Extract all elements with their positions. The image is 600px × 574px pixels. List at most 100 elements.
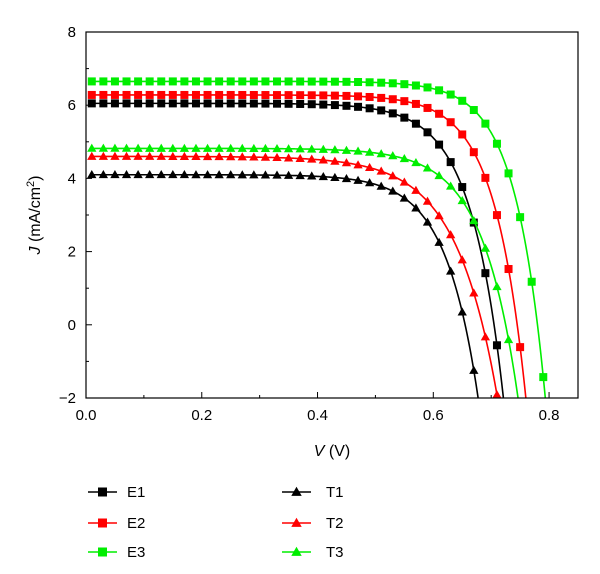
point-E2 xyxy=(273,91,282,100)
point-E3 xyxy=(423,83,432,92)
y-axis-title: J (mA/cm2) xyxy=(25,176,44,256)
point-E3 xyxy=(481,119,490,128)
point-E1 xyxy=(168,99,177,108)
x-axis-title: V (V) xyxy=(314,443,350,460)
legend-label: E1 xyxy=(127,484,145,501)
point-E3 xyxy=(365,78,374,87)
point-E2 xyxy=(354,92,363,101)
point-E3 xyxy=(458,96,467,105)
point-T1 xyxy=(272,170,282,179)
point-E2 xyxy=(330,91,339,100)
point-E1 xyxy=(342,101,351,110)
point-E3 xyxy=(435,86,444,95)
point-E2 xyxy=(180,90,189,99)
point-E1 xyxy=(238,99,247,108)
point-T3 xyxy=(260,143,271,153)
point-E2 xyxy=(145,90,154,99)
point-T3 xyxy=(249,143,259,152)
point-T3 xyxy=(353,146,363,155)
point-T1 xyxy=(353,175,363,184)
point-E1 xyxy=(87,99,96,108)
point-E1 xyxy=(377,106,386,115)
point-E1 xyxy=(388,109,397,118)
point-T2 xyxy=(191,151,201,161)
point-T2 xyxy=(145,151,155,160)
point-E3 xyxy=(319,77,328,86)
point-E2 xyxy=(446,118,455,127)
point-T3 xyxy=(272,143,282,153)
point-T2 xyxy=(318,155,328,164)
point-T1 xyxy=(87,170,97,179)
point-T1 xyxy=(191,170,201,179)
legend-marker xyxy=(291,517,302,527)
point-T2 xyxy=(295,153,305,162)
point-T2 xyxy=(214,152,224,161)
point-E2 xyxy=(191,90,200,99)
point-T1 xyxy=(469,365,479,374)
point-E1 xyxy=(110,99,119,108)
point-E2 xyxy=(481,173,490,182)
point-E3 xyxy=(388,79,397,88)
point-T3 xyxy=(295,144,305,153)
point-T2 xyxy=(272,152,282,162)
y-tick-label: 4 xyxy=(68,170,76,187)
y-tick-label: 2 xyxy=(68,244,76,261)
point-E2 xyxy=(110,90,119,99)
point-E3 xyxy=(191,77,200,86)
point-T2 xyxy=(121,151,132,160)
point-E3 xyxy=(215,77,224,86)
point-E2 xyxy=(423,103,432,112)
point-T2 xyxy=(492,390,502,398)
series-T3 xyxy=(87,143,519,398)
legend-item-E1: E1 xyxy=(88,484,145,501)
point-T2 xyxy=(110,151,120,160)
point-T1 xyxy=(364,178,375,187)
point-T3 xyxy=(388,151,398,160)
point-T3 xyxy=(202,143,213,152)
point-E3 xyxy=(377,78,386,87)
x-tick-label: 0.2 xyxy=(191,407,212,424)
point-E1 xyxy=(458,183,467,192)
point-T2 xyxy=(399,177,409,186)
point-T2 xyxy=(202,151,213,161)
point-T3 xyxy=(179,143,190,152)
point-T3 xyxy=(457,195,467,205)
point-T3 xyxy=(98,143,109,152)
point-E1 xyxy=(296,99,305,108)
point-T2 xyxy=(469,288,479,297)
point-E2 xyxy=(307,91,316,100)
point-E2 xyxy=(99,90,108,99)
point-T1 xyxy=(307,171,317,180)
point-T3 xyxy=(145,143,155,152)
legend-item-E2: E2 xyxy=(88,515,145,532)
point-T2 xyxy=(260,152,271,161)
point-E2 xyxy=(238,90,247,99)
point-E3 xyxy=(296,77,305,86)
point-E2 xyxy=(400,97,409,106)
x-tick-label: 0.0 xyxy=(76,407,97,424)
point-T3 xyxy=(480,243,491,252)
legend-label: E2 xyxy=(127,515,145,532)
point-T1 xyxy=(411,203,421,212)
point-E3 xyxy=(330,77,339,86)
point-T3 xyxy=(318,144,328,153)
point-T1 xyxy=(388,186,398,195)
point-T2 xyxy=(307,154,317,163)
point-T1 xyxy=(168,170,178,179)
point-E1 xyxy=(191,99,200,108)
point-T1 xyxy=(98,170,109,179)
y-tick-label: 0 xyxy=(68,317,76,334)
point-T2 xyxy=(341,158,352,167)
point-T1 xyxy=(376,181,386,190)
point-E3 xyxy=(284,77,293,86)
point-E3 xyxy=(354,77,363,86)
x-tick-label: 0.4 xyxy=(307,407,328,424)
point-T2 xyxy=(422,196,433,205)
point-T1 xyxy=(457,307,467,316)
point-T3 xyxy=(422,163,433,172)
series-layer xyxy=(87,77,548,398)
point-E3 xyxy=(226,77,235,86)
point-T1 xyxy=(133,170,143,179)
y-tick-label: −2 xyxy=(59,390,76,407)
